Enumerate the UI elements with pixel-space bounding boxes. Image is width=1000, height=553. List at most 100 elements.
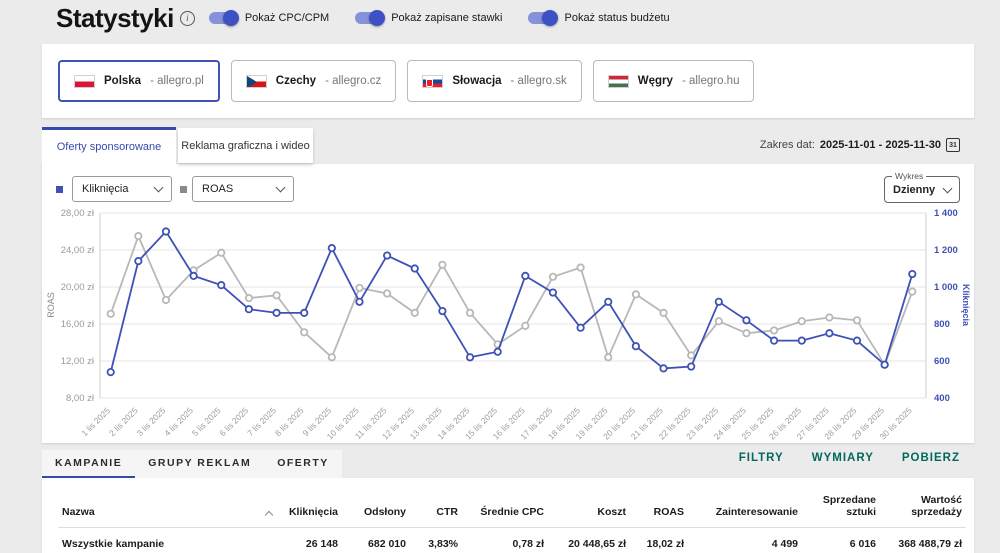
tab-grupy-reklam[interactable]: GRUPY REKLAM: [148, 457, 252, 469]
pobierz-button[interactable]: POBIERZ: [901, 452, 960, 464]
chevron-down-icon: [275, 182, 286, 193]
toggle-group-1: Pokaż zapisane stawki: [355, 10, 502, 26]
data-point[interactable]: [742, 316, 751, 325]
metric2-value: ROAS: [202, 183, 234, 195]
data-point[interactable]: [604, 297, 613, 306]
data-point[interactable]: [465, 308, 475, 318]
data-point[interactable]: [438, 306, 447, 316]
data-point[interactable]: [106, 309, 115, 318]
data-point[interactable]: [659, 308, 668, 318]
data-point[interactable]: [465, 353, 475, 362]
granularity-select[interactable]: Wykres Dzienny: [884, 171, 960, 203]
info-icon[interactable]: i: [179, 10, 195, 26]
column-header-średnie-cpc[interactable]: Średnie CPC: [462, 486, 548, 528]
data-point[interactable]: [493, 347, 502, 356]
data-point[interactable]: [161, 295, 171, 305]
date-range[interactable]: Zakres dat: 2025-11-01 - 2025-11-30 31: [760, 138, 960, 152]
data-point[interactable]: [852, 336, 862, 345]
country-button-pl[interactable]: Polska - allegro.pl: [58, 60, 220, 102]
data-point[interactable]: [769, 326, 779, 335]
data-point[interactable]: [134, 232, 143, 241]
column-header-koszt[interactable]: Koszt: [548, 486, 630, 528]
data-point[interactable]: [714, 297, 723, 306]
data-point[interactable]: [631, 342, 640, 351]
toggle-switch-0[interactable]: [208, 10, 239, 26]
data-point[interactable]: [825, 329, 834, 338]
data-point[interactable]: [217, 248, 226, 257]
data-point[interactable]: [134, 256, 143, 266]
data-point[interactable]: [383, 289, 392, 298]
data-point[interactable]: [244, 305, 254, 314]
country-selector: Polska - allegro.pl Czechy - allegro.cz Sł…: [42, 44, 974, 118]
data-point[interactable]: [244, 294, 254, 303]
data-point[interactable]: [548, 288, 558, 297]
data-point[interactable]: [189, 271, 198, 281]
cell-nazwa: Wszystkie kampanie: [58, 527, 276, 553]
data-point[interactable]: [769, 336, 779, 345]
data-point[interactable]: [825, 313, 834, 322]
data-point[interactable]: [521, 271, 530, 281]
data-point[interactable]: [438, 260, 447, 269]
data-point[interactable]: [742, 329, 751, 338]
filtry-button[interactable]: FILTRY: [738, 452, 784, 464]
column-header-odsłony[interactable]: Odsłony: [342, 486, 410, 528]
table-row[interactable]: Wszystkie kampanie 26 148 682 010 3,83% 0,78…: [58, 527, 966, 553]
data-point[interactable]: [106, 368, 115, 377]
column-header-nazwa[interactable]: Nazwa: [58, 486, 276, 528]
data-point[interactable]: [548, 272, 558, 281]
data-point[interactable]: [659, 364, 668, 373]
country-button-sk[interactable]: Słowacja - allegro.sk: [407, 60, 582, 102]
data-point[interactable]: [521, 321, 530, 330]
data-point[interactable]: [383, 251, 392, 260]
data-point[interactable]: [631, 290, 640, 299]
data-point[interactable]: [687, 351, 696, 360]
column-header-sprzedane-sztuki[interactable]: Sprzedane sztuki: [802, 486, 880, 528]
data-point[interactable]: [714, 317, 723, 326]
tab-sponsored-offers[interactable]: Oferty sponsorowane: [42, 127, 176, 164]
data-point[interactable]: [852, 316, 862, 325]
column-header-wartość-sprzedaży[interactable]: Wartość sprzedaży: [880, 486, 966, 528]
toggle-switch-1[interactable]: [355, 10, 386, 26]
country-button-hu[interactable]: Węgry - allegro.hu: [592, 60, 755, 102]
data-point[interactable]: [604, 353, 613, 362]
data-point[interactable]: [217, 281, 226, 290]
data-point[interactable]: [880, 360, 889, 369]
data-point[interactable]: [576, 263, 585, 272]
sort-asc-icon[interactable]: [264, 510, 274, 520]
data-point[interactable]: [410, 264, 419, 273]
data-point[interactable]: [576, 323, 585, 332]
country-button-cz[interactable]: Czechy - allegro.cz: [230, 60, 397, 102]
data-point[interactable]: [300, 328, 309, 337]
column-header-kliknięcia[interactable]: Kliknięcia: [276, 486, 342, 528]
cell-średnie-cpc: 0,78 zł: [462, 527, 548, 553]
column-header-zainteresowanie[interactable]: Zainteresowanie: [688, 486, 802, 528]
x-axis-label: 6 lis 2025: [218, 405, 251, 438]
data-point[interactable]: [355, 297, 364, 306]
data-point[interactable]: [797, 336, 806, 345]
data-point[interactable]: [327, 244, 336, 253]
data-point[interactable]: [161, 227, 171, 236]
data-point[interactable]: [300, 308, 309, 318]
column-header-roas[interactable]: ROAS: [630, 486, 688, 528]
data-point[interactable]: [687, 362, 696, 371]
data-point[interactable]: [908, 287, 917, 296]
data-point[interactable]: [908, 269, 917, 279]
data-point[interactable]: [797, 317, 806, 326]
metric1-select[interactable]: Kliknięcia: [72, 176, 172, 202]
metric2-select[interactable]: ROAS: [192, 176, 294, 202]
wymiary-button[interactable]: WYMIARY: [811, 452, 874, 464]
date-range-label: Zakres dat:: [759, 139, 815, 151]
column-label: Kliknięcia: [288, 506, 338, 518]
calendar-icon[interactable]: 31: [946, 138, 960, 152]
data-point[interactable]: [410, 308, 419, 318]
data-point[interactable]: [327, 353, 336, 362]
column-header-ctr[interactable]: CTR: [410, 486, 462, 528]
tab-oferty[interactable]: OFERTY: [277, 457, 329, 469]
toggle-switch-2[interactable]: [528, 10, 559, 26]
tab-display-video[interactable]: Reklama graficzna i wideo: [178, 128, 313, 163]
cell-kliknięcia: 26 148: [276, 527, 342, 553]
data-point[interactable]: [272, 308, 281, 318]
data-point[interactable]: [272, 291, 281, 300]
data-point[interactable]: [355, 283, 364, 293]
tab-kampanie[interactable]: KAMPANIE: [42, 450, 136, 478]
